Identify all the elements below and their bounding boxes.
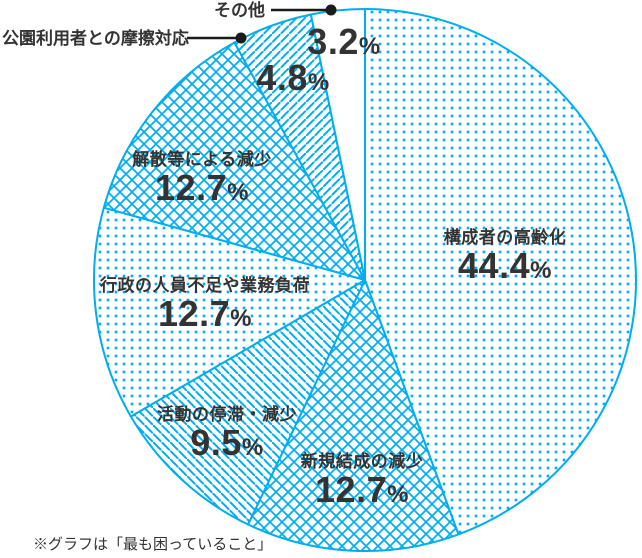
percent-value: 3.2 bbox=[307, 21, 359, 62]
pie-slices-group bbox=[93, 8, 637, 553]
pie-slice-decline-due-to-dissolution bbox=[102, 41, 366, 281]
slice-percent: 12.7% bbox=[301, 469, 424, 510]
slice-name: 活動の停滞・減少 bbox=[157, 405, 297, 424]
slice-name: 構成者の高齢化 bbox=[443, 228, 567, 247]
percent-value: 12.7 bbox=[315, 469, 388, 510]
slice-percent: 4.8% bbox=[256, 57, 330, 98]
slice-percent: 9.5% bbox=[157, 422, 297, 463]
percent-value: 12.7 bbox=[155, 167, 228, 208]
slice-label-stagnation-decline-of-activities: 活動の停滞・減少 9.5% bbox=[157, 405, 297, 462]
percent-value: 9.5 bbox=[190, 422, 242, 463]
slice-percent-other: 3.2% bbox=[307, 21, 381, 62]
percent-sign: % bbox=[358, 33, 381, 60]
slice-percent: 44.4% bbox=[444, 245, 567, 286]
percent-sign: % bbox=[530, 257, 552, 284]
slice-name: 新規結成の減少 bbox=[300, 452, 424, 471]
percent-sign: % bbox=[307, 69, 330, 96]
percent-sign: % bbox=[241, 434, 264, 461]
pie-slice-gov-staff-shortage-workload bbox=[93, 206, 366, 418]
pie-slice-aging-of-members bbox=[364, 8, 637, 536]
percent-value: 4.8 bbox=[256, 57, 308, 98]
percent-sign: % bbox=[387, 481, 409, 508]
slice-percent: 12.7% bbox=[100, 293, 310, 334]
slice-label-decline-in-new-formation: 新規結成の減少 12.7% bbox=[301, 452, 424, 509]
callout-label-other: その他 bbox=[214, 1, 265, 20]
pie-slice-other bbox=[309, 8, 366, 281]
slice-label-decline-due-to-dissolution: 解散等による減少 12.7% bbox=[132, 150, 272, 207]
callout-label-friction-with-park-users: 公園利用者との摩擦対応 bbox=[2, 29, 189, 48]
percent-value: 44.4 bbox=[458, 245, 531, 286]
percent-value: 12.7 bbox=[158, 293, 231, 334]
slice-name: 解散等による減少 bbox=[132, 150, 272, 169]
slice-name: 行政の人員不足や業務負荷 bbox=[100, 276, 310, 295]
callouts-group bbox=[187, 4, 337, 44]
callout-dot-other bbox=[325, 4, 337, 16]
slice-label-aging-of-members: 構成者の高齢化 44.4% bbox=[444, 228, 567, 285]
pie-slice-decline-in-new-formation bbox=[247, 279, 460, 553]
slice-percent: 12.7% bbox=[132, 167, 272, 208]
percent-sign: % bbox=[230, 305, 252, 332]
callout-dot-friction-with-park-users bbox=[235, 32, 247, 44]
slice-percent: 3.2% bbox=[307, 21, 381, 62]
pie-slice-stagnation-decline-of-activities bbox=[129, 279, 366, 526]
slice-percent-friction-with-park-users: 4.8% bbox=[256, 57, 330, 98]
chart-footnote: ※グラフは「最も困っていること」 bbox=[33, 536, 273, 553]
percent-sign: % bbox=[227, 179, 249, 206]
slice-label-gov-staff-shortage-workload: 行政の人員不足や業務負荷 12.7% bbox=[100, 276, 310, 333]
